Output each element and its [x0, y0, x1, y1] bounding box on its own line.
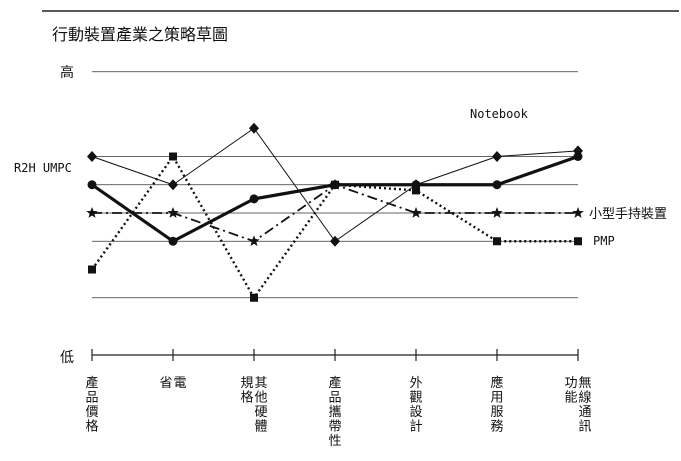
- x-tick-label: 功能: [564, 376, 577, 406]
- series-label: 小型手持裝置: [589, 207, 667, 222]
- series-line: [91, 155, 578, 299]
- square-marker: [412, 186, 420, 195]
- x-tick-label: 產品價格: [85, 375, 98, 435]
- chart-title: 行動裝置產業之策略草圖: [52, 25, 228, 44]
- square-marker: [331, 180, 339, 189]
- x-tick-label: 產品攜帶性: [328, 375, 341, 449]
- series-label: R2H UMPC: [14, 161, 72, 175]
- series-line: [91, 154, 579, 243]
- x-tick-label: 其他硬體: [254, 376, 267, 435]
- x-tick-label: 省: [159, 376, 172, 391]
- star-marker: [572, 207, 584, 218]
- x-tick-label: 外觀設計: [409, 376, 422, 435]
- diamond-marker: [168, 179, 178, 191]
- diamond-marker: [87, 151, 97, 162]
- circle-marker: [249, 194, 259, 204]
- series-lines: [86, 122, 584, 302]
- series-label: PMP: [593, 234, 615, 248]
- circle-marker: [573, 152, 583, 161]
- star-marker: [410, 207, 422, 218]
- x-tick-label: 電: [173, 376, 186, 391]
- square-marker: [493, 237, 501, 246]
- series-r2h-umpc: [87, 152, 583, 246]
- series-pmp: [88, 152, 582, 302]
- series-label: Notebook: [470, 107, 529, 121]
- diamond-marker: [492, 151, 502, 162]
- star-marker: [86, 207, 98, 218]
- x-tick-label: 規格: [240, 376, 253, 406]
- series-labels: Notebook R2H UMPC 小型手持裝置 PMP: [14, 107, 667, 248]
- circle-marker: [168, 236, 178, 246]
- square-marker: [169, 152, 177, 161]
- circle-marker: [492, 180, 502, 190]
- square-marker: [574, 237, 582, 246]
- star-marker: [491, 207, 503, 218]
- square-marker: [250, 293, 258, 302]
- y-low-label: 低: [60, 350, 74, 366]
- diamond-marker: [249, 122, 259, 134]
- square-marker: [88, 265, 96, 274]
- circle-marker: [87, 180, 97, 190]
- y-high-label: 高: [60, 64, 74, 81]
- x-tick-label: 無線通訊: [578, 376, 591, 435]
- diamond-marker: [330, 235, 340, 247]
- category-labels: 產品價格 省電 規格其他硬體 產品攜帶性 外觀設計 應用服務 功能無線通訊: [85, 375, 591, 449]
- star-marker: [167, 207, 179, 218]
- x-tick-label: 應用服務: [490, 375, 503, 435]
- x-axis: [91, 349, 579, 361]
- star-marker: [248, 235, 260, 247]
